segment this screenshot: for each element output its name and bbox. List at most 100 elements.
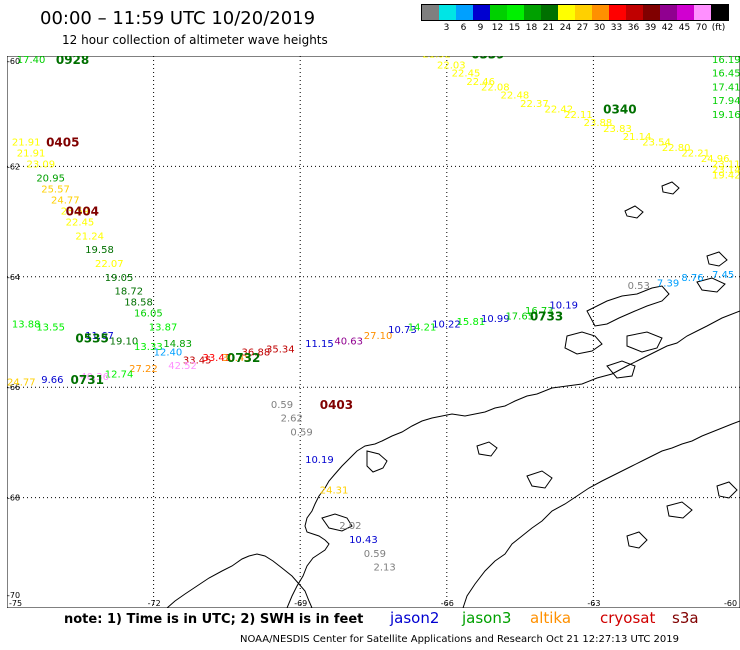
wave-height-value: 19.05 [105, 273, 134, 284]
wave-height-value: 11.15 [305, 339, 334, 350]
legend-label: 30 [594, 23, 605, 33]
legend-labels: 3 6 9 12 15 18 21 24 27 30 33 36 39 42 45 70 (ft) [421, 21, 729, 33]
wave-height-value: 0.59 [290, 427, 312, 438]
legend-label: 3 [444, 23, 450, 33]
wave-height-value: 25.57 [41, 184, 70, 195]
legend-label: 12 [492, 23, 503, 33]
legend-swatch [524, 5, 541, 20]
longitude-label: -60 [724, 599, 737, 608]
wave-height-value: 22.45 [66, 218, 95, 229]
satellite-name-s3a: s3a [672, 609, 699, 627]
latitude-label: -70 [7, 591, 20, 600]
wave-height-value: 23.09 [27, 160, 56, 171]
footer-credit: NOAA/NESDIS Center for Satellite Applica… [240, 634, 679, 645]
legend-color-bar [421, 4, 729, 21]
wave-height-value: 22.07 [95, 259, 124, 270]
wave-height-value: 8.76 [681, 273, 703, 284]
legend-swatch [609, 5, 626, 20]
wave-height-value: 27.22 [129, 364, 158, 375]
wave-height-value: 7.45 [712, 270, 734, 281]
color-legend: 3 6 9 12 15 18 21 24 27 30 33 36 39 42 45 70 (ft) [421, 4, 729, 33]
pass-time-label: 0404 [66, 205, 99, 219]
wave-height-value: 35.34 [266, 345, 295, 356]
legend-label: 24 [560, 23, 571, 33]
legend-label: 42 [662, 23, 673, 33]
wave-height-value: 21.91 [17, 149, 46, 160]
legend-swatch [592, 5, 609, 20]
legend-label: 27 [577, 23, 588, 33]
legend-swatch [660, 5, 677, 20]
longitude-label: -63 [587, 599, 600, 608]
pass-time-label: 0339 [471, 56, 504, 61]
legend-label: 21 [543, 23, 554, 33]
legend-unit: (ft) [712, 23, 726, 33]
wave-height-value: 16.05 [134, 309, 163, 320]
legend-swatch [541, 5, 558, 20]
pass-time-label: 0732 [227, 351, 260, 365]
wave-height-value: 0.59 [364, 549, 386, 560]
wave-height-value: 2.13 [374, 563, 396, 574]
pass-time-label: 0340 [603, 102, 636, 116]
pass-time-label: 0731 [71, 373, 104, 387]
wave-height-value: 19.58 [85, 245, 114, 256]
pass-time-label: 0535 [75, 332, 108, 346]
legend-swatch [439, 5, 456, 20]
wave-height-value: 17.40 [17, 56, 46, 66]
legend-label: 9 [478, 23, 484, 33]
legend-swatch [677, 5, 694, 20]
legend-label: 39 [645, 23, 656, 33]
wave-height-value: 24.31 [320, 485, 349, 496]
wave-height-map[interactable]: -75 -72 -69 -66 -63 -60 -60 -62 -64 -66 -68 -70 17… [7, 56, 740, 608]
legend-label: 33 [611, 23, 622, 33]
wave-height-value: 13.87 [149, 322, 178, 333]
wave-height-value: 2.62 [281, 414, 303, 425]
legend-label: 45 [679, 23, 690, 33]
wave-height-value: 21.24 [75, 231, 104, 242]
legend-label: 18 [526, 23, 537, 33]
wave-height-value: 18.58 [124, 298, 153, 309]
wave-height-value: 21.91 [12, 138, 41, 149]
legend-label: 70 [696, 23, 707, 33]
wave-height-value: 19.42 [712, 171, 740, 182]
note-text: note: 1) Time is in UTC; 2) SWH is in fe… [64, 612, 363, 627]
legend-swatch [643, 5, 660, 20]
wave-height-value: 0.59 [271, 400, 293, 411]
pass-time-label: 0733 [530, 309, 563, 323]
legend-label: 15 [509, 23, 520, 33]
wave-height-value: 12.40 [154, 347, 183, 358]
wave-height-value: 9.66 [41, 375, 63, 386]
longitude-label: -66 [441, 599, 454, 608]
wave-height-value: 17.41 [712, 82, 740, 93]
wave-height-value: 0.53 [628, 281, 650, 292]
wave-height-value: 7.39 [657, 278, 679, 289]
latitude-label: -62 [7, 162, 20, 171]
wave-height-value: 10.19 [305, 455, 334, 466]
wave-height-value: 13.55 [36, 322, 65, 333]
legend-swatch [575, 5, 592, 20]
pass-time-label: 0405 [46, 136, 79, 150]
wave-height-value: 18.72 [115, 287, 144, 298]
wave-height-value: 40.63 [334, 336, 363, 347]
legend-swatch [490, 5, 507, 20]
longitude-label: -75 [9, 599, 22, 608]
legend-swatch [422, 5, 439, 20]
wave-height-value: 10.43 [349, 535, 378, 546]
legend-swatch [626, 5, 643, 20]
wave-height-value: 24.77 [7, 378, 36, 389]
wave-height-value: 12.74 [105, 369, 134, 380]
satellite-name-cryosat: cryosat [600, 609, 655, 627]
pass-time-label: 0403 [320, 398, 353, 412]
longitude-label: -72 [148, 599, 161, 608]
wave-height-value: 16.45 [712, 69, 740, 80]
wave-height-value: 16.19 [712, 56, 740, 66]
legend-label: 6 [461, 23, 467, 33]
page-title: 00:00 – 11:59 UTC 10/20/2019 [40, 8, 315, 29]
satellite-name-jason2: jason2 [390, 609, 439, 627]
wave-height-value: 2.02 [339, 521, 361, 532]
latitude-label: -68 [7, 494, 20, 503]
legend-swatch [473, 5, 490, 20]
legend-swatch [711, 5, 728, 20]
satellite-name-jason3: jason3 [462, 609, 511, 627]
wave-height-value: 19.16 [712, 110, 740, 121]
legend-swatch [507, 5, 524, 20]
